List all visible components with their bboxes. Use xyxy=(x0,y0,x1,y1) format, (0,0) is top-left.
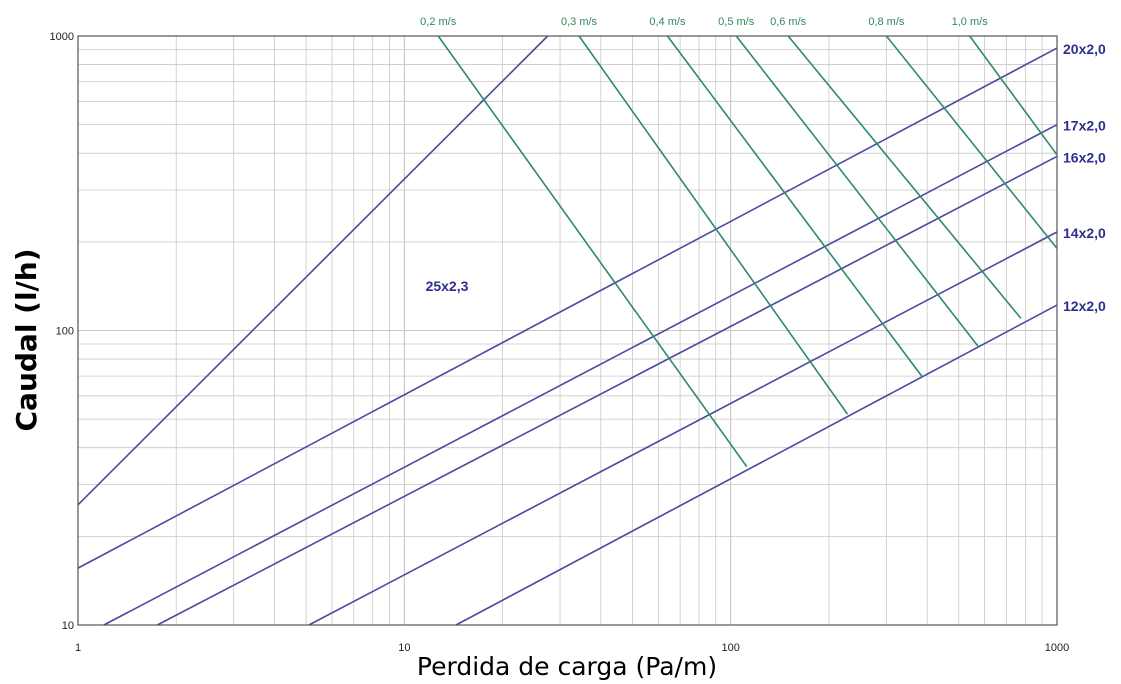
pipe-series-label: 17x2,0 xyxy=(1063,118,1106,134)
pipe-series-label: 20x2,0 xyxy=(1063,41,1106,57)
pipe-line xyxy=(103,123,1058,626)
pipe-line xyxy=(308,231,1058,626)
pipe-series-label: 25x2,3 xyxy=(426,278,469,294)
velocity-line xyxy=(437,35,748,468)
y-axis-title: Caudal (l/h) xyxy=(10,248,43,431)
pipe-line xyxy=(156,155,1058,626)
x-tick-label: 100 xyxy=(721,642,739,654)
velocity-series-label: 1,0 m/s xyxy=(952,16,989,28)
pipe-series-label: 14x2,0 xyxy=(1063,225,1106,241)
velocity-series-label: 0,5 m/s xyxy=(718,16,755,28)
y-tick-label: 100 xyxy=(56,326,74,338)
x-axis-title: Perdida de carga (Pa/m) xyxy=(417,652,717,681)
velocity-series-label: 0,6 m/s xyxy=(770,16,807,28)
x-tick-label: 10 xyxy=(398,642,410,654)
chart-grid xyxy=(78,36,1057,625)
y-tick-label: 10 xyxy=(62,620,74,632)
velocity-line xyxy=(885,35,1058,249)
velocity-series-label: 0,2 m/s xyxy=(420,16,457,28)
velocity-line xyxy=(969,35,1058,156)
velocity-line xyxy=(578,35,849,415)
velocity-line xyxy=(735,35,980,348)
velocity-line xyxy=(666,35,923,377)
x-tick-label: 1 xyxy=(75,642,81,654)
velocity-series-group xyxy=(437,35,1058,468)
pipe-line xyxy=(455,304,1058,626)
pipe-series-label: 12x2,0 xyxy=(1063,298,1106,314)
y-tick-label: 1000 xyxy=(50,31,74,43)
pipe-line xyxy=(77,47,1058,569)
velocity-series-label: 0,3 m/s xyxy=(561,16,598,28)
velocity-series-label: 0,8 m/s xyxy=(868,16,905,28)
x-tick-label: 1000 xyxy=(1045,642,1069,654)
velocity-series-label: 0,4 m/s xyxy=(649,16,686,28)
velocity-line xyxy=(787,35,1022,319)
pipe-line xyxy=(77,35,549,506)
pipe-series-group xyxy=(77,35,1058,626)
pipe-series-label: 16x2,0 xyxy=(1063,149,1106,165)
plot-frame xyxy=(77,35,1058,626)
series-labels: 25x2,3 20x2,0 17x2,0 16x2,0 14x2,0 12x2,0 0,2 … xyxy=(420,16,1106,314)
